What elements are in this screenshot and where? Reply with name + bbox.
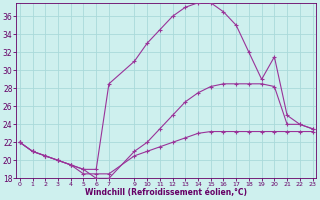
X-axis label: Windchill (Refroidissement éolien,°C): Windchill (Refroidissement éolien,°C) bbox=[85, 188, 247, 197]
